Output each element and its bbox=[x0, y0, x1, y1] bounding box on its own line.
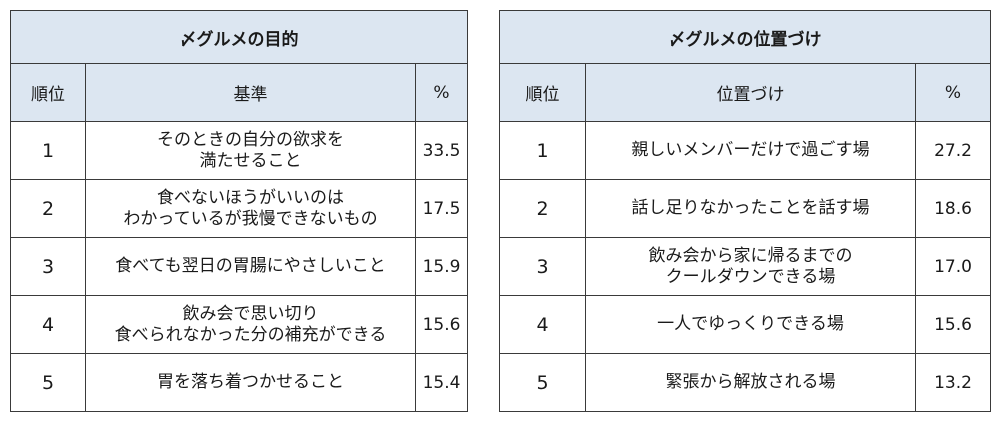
shime-gourmet-purpose-table: 〆グルメの目的 順位 基準 % 1 そのときの自分の欲求を 満たせること 33.… bbox=[10, 10, 468, 412]
rank-cell: 4 bbox=[499, 295, 586, 354]
table-row: 1 そのときの自分の欲求を 満たせること 33.5 bbox=[10, 121, 468, 180]
percent-cell: 33.5 bbox=[415, 121, 468, 180]
criterion-text-line: そのときの自分の欲求を bbox=[157, 129, 344, 150]
table-title: 〆グルメの目的 bbox=[10, 10, 468, 64]
percent-cell: 18.6 bbox=[914, 179, 992, 238]
criterion-cell: 食べても翌日の胃腸にやさしいこと bbox=[85, 237, 416, 296]
rank-cell: 1 bbox=[10, 121, 86, 180]
rank-cell: 3 bbox=[499, 237, 586, 296]
header-rank: 順位 bbox=[499, 63, 586, 122]
positioning-text-line: 緊張から解放される場 bbox=[665, 372, 836, 392]
rank-cell: 2 bbox=[499, 179, 586, 238]
shime-gourmet-positioning-table: 〆グルメの位置づけ 順位 位置づけ % 1 親しいメンバーだけで過ごす場 27.… bbox=[498, 10, 992, 412]
percent-cell: 17.5 bbox=[415, 179, 468, 238]
percent-cell: 13.2 bbox=[914, 353, 992, 412]
criterion-text-line: 満たせること bbox=[199, 150, 302, 171]
rank-cell: 5 bbox=[499, 353, 586, 412]
table-row: 5 胃を落ち着つかせること 15.4 bbox=[10, 353, 468, 412]
percent-cell: 15.6 bbox=[914, 295, 992, 354]
percent-cell: 27.2 bbox=[914, 121, 992, 180]
positioning-text-line: クールダウンできる場 bbox=[665, 266, 836, 287]
table-row: 3 飲み会から家に帰るまでの クールダウンできる場 17.0 bbox=[499, 237, 992, 296]
positioning-text-line: 話し足りなかったことを話す場 bbox=[631, 198, 870, 218]
rank-cell: 3 bbox=[10, 237, 86, 296]
criterion-text-line: わかっているが我慢できないもの bbox=[123, 208, 378, 229]
criterion-cell: そのときの自分の欲求を 満たせること bbox=[85, 121, 416, 180]
rank-cell: 2 bbox=[10, 179, 86, 238]
table-row: 2 話し足りなかったことを話す場 18.6 bbox=[499, 179, 992, 238]
criterion-text-line: 食べても翌日の胃腸にやさしいこと bbox=[115, 256, 386, 276]
percent-cell: 15.6 bbox=[415, 295, 468, 354]
header-criterion: 基準 bbox=[85, 63, 416, 122]
criterion-cell: 胃を落ち着つかせること bbox=[85, 353, 416, 412]
percent-cell: 15.9 bbox=[415, 237, 468, 296]
rank-cell: 1 bbox=[499, 121, 586, 180]
header-percent: % bbox=[415, 63, 468, 122]
percent-cell: 17.0 bbox=[914, 237, 992, 296]
positioning-cell: 話し足りなかったことを話す場 bbox=[585, 179, 916, 238]
positioning-text-line: 親しいメンバーだけで過ごす場 bbox=[631, 140, 870, 160]
header-positioning: 位置づけ bbox=[585, 63, 916, 122]
table-row: 1 親しいメンバーだけで過ごす場 27.2 bbox=[499, 121, 992, 180]
header-percent: % bbox=[914, 63, 992, 122]
criterion-text-line: 胃を落ち着つかせること bbox=[157, 372, 344, 392]
criterion-text-line: 食べられなかった分の補充ができる bbox=[114, 324, 387, 345]
positioning-text-line: 一人でゆっくりできる場 bbox=[657, 314, 844, 334]
rank-cell: 4 bbox=[10, 295, 86, 354]
percent-cell: 15.4 bbox=[415, 353, 468, 412]
table-row: 4 一人でゆっくりできる場 15.6 bbox=[499, 295, 992, 354]
criterion-cell: 食べないほうがいいのは わかっているが我慢できないもの bbox=[85, 179, 416, 238]
table-row: 4 飲み会で思い切り 食べられなかった分の補充ができる 15.6 bbox=[10, 295, 468, 354]
rank-cell: 5 bbox=[10, 353, 86, 412]
criterion-cell: 飲み会で思い切り 食べられなかった分の補充ができる bbox=[85, 295, 416, 354]
criterion-text-line: 食べないほうがいいのは bbox=[157, 187, 344, 208]
table-row: 5 緊張から解放される場 13.2 bbox=[499, 353, 992, 412]
table-row: 2 食べないほうがいいのは わかっているが我慢できないもの 17.5 bbox=[10, 179, 468, 238]
positioning-text-line: 飲み会から家に帰るまでの bbox=[648, 245, 853, 266]
positioning-cell: 一人でゆっくりできる場 bbox=[585, 295, 916, 354]
positioning-cell: 緊張から解放される場 bbox=[585, 353, 916, 412]
criterion-text-line: 飲み会で思い切り bbox=[182, 303, 319, 324]
positioning-cell: 親しいメンバーだけで過ごす場 bbox=[585, 121, 916, 180]
header-rank: 順位 bbox=[10, 63, 86, 122]
table-title: 〆グルメの位置づけ bbox=[498, 10, 992, 64]
positioning-cell: 飲み会から家に帰るまでの クールダウンできる場 bbox=[585, 237, 916, 296]
table-row: 3 食べても翌日の胃腸にやさしいこと 15.9 bbox=[10, 237, 468, 296]
